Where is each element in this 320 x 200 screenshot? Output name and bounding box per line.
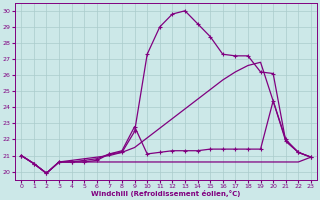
X-axis label: Windchill (Refroidissement éolien,°C): Windchill (Refroidissement éolien,°C) <box>92 190 241 197</box>
